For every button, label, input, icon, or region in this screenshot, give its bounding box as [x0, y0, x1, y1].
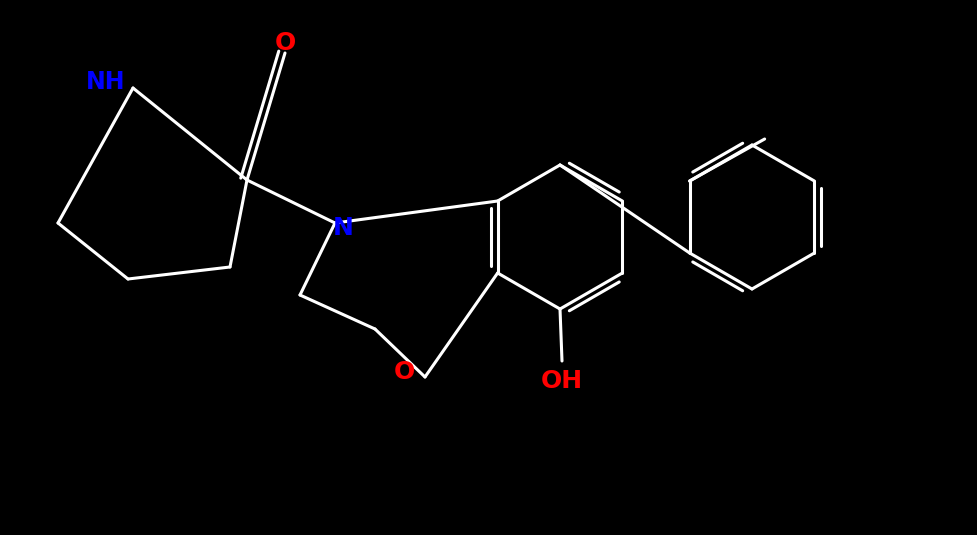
Text: O: O — [394, 360, 414, 384]
Text: OH: OH — [540, 369, 582, 393]
Text: NH: NH — [85, 70, 125, 94]
Text: O: O — [275, 31, 295, 55]
Text: N: N — [332, 216, 353, 240]
